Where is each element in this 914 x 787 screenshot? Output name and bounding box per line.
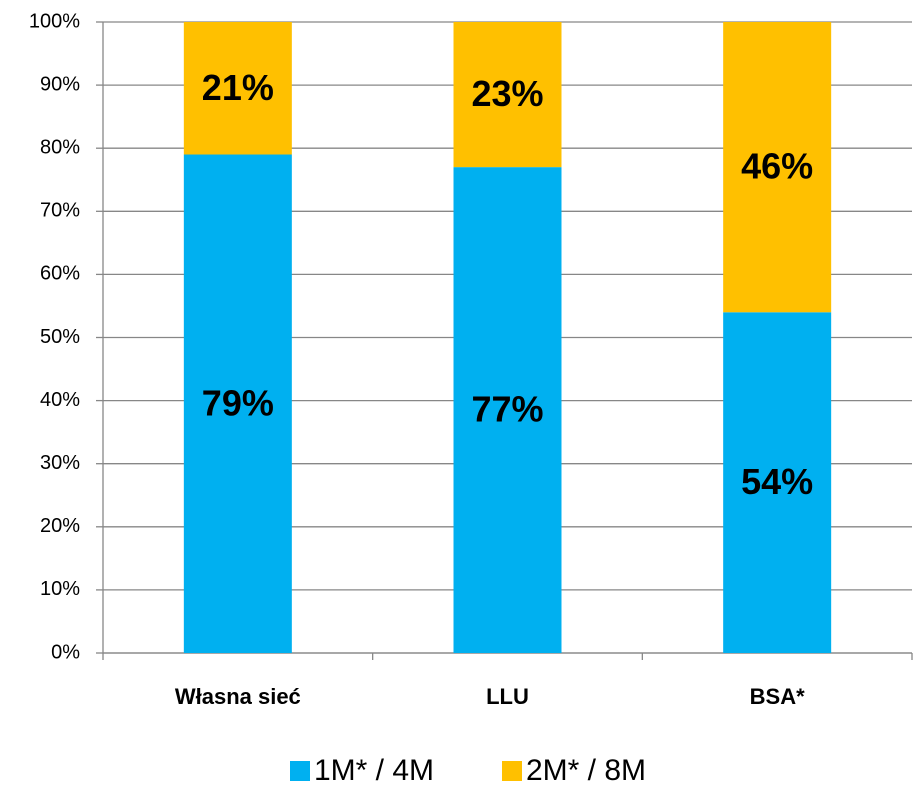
x-tick-label: LLU bbox=[486, 684, 529, 709]
y-tick-label: 90% bbox=[40, 73, 80, 95]
bar-segment bbox=[723, 312, 832, 653]
bar-segment bbox=[453, 167, 562, 653]
y-tick-label: 10% bbox=[40, 578, 80, 600]
data-label: 23% bbox=[471, 73, 543, 114]
legend-swatch bbox=[502, 761, 522, 781]
x-tick-label: BSA* bbox=[750, 684, 805, 709]
data-label: 77% bbox=[471, 389, 543, 430]
bar-segment bbox=[723, 22, 832, 313]
legend-label: 2M* / 8M bbox=[526, 754, 646, 787]
data-label: 54% bbox=[741, 461, 813, 502]
bar-segment bbox=[183, 22, 292, 155]
y-tick-label: 0% bbox=[51, 641, 80, 663]
bar-segment bbox=[453, 22, 562, 168]
data-label: 46% bbox=[741, 146, 813, 187]
data-label: 21% bbox=[202, 67, 274, 108]
y-tick-label: 100% bbox=[29, 10, 80, 32]
legend-label: 1M* / 4M bbox=[314, 754, 434, 787]
y-tick-label: 20% bbox=[40, 515, 80, 537]
y-tick-label: 30% bbox=[40, 452, 80, 474]
y-tick-label: 70% bbox=[40, 200, 80, 222]
y-tick-label: 60% bbox=[40, 263, 80, 285]
bar-segment bbox=[183, 154, 292, 653]
y-tick-label: 50% bbox=[40, 326, 80, 348]
data-label: 79% bbox=[202, 382, 274, 423]
y-tick-label: 40% bbox=[40, 389, 80, 411]
y-tick-label: 80% bbox=[40, 136, 80, 158]
x-tick-label: Własna sieć bbox=[175, 684, 301, 709]
legend-swatch bbox=[290, 761, 310, 781]
